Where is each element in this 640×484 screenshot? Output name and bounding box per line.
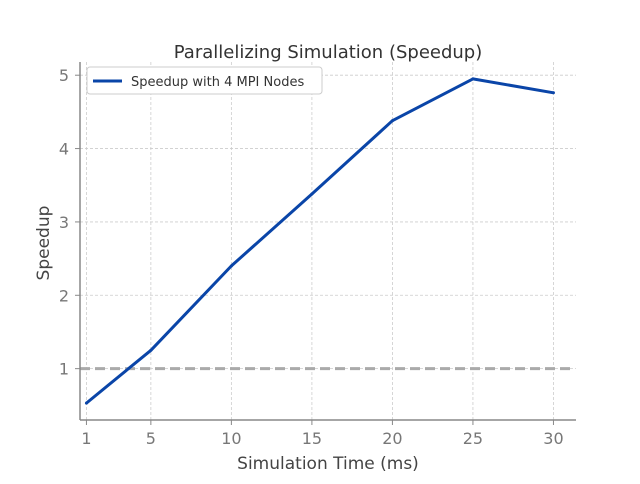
- x-tick-label: 15: [302, 429, 322, 448]
- legend-box: [86, 66, 323, 95]
- x-tick-label: 5: [146, 429, 156, 448]
- data-point: [84, 401, 88, 405]
- y-axis-label: Speedup: [34, 206, 54, 281]
- data-point: [310, 192, 314, 196]
- axes-layer: [79, 62, 576, 421]
- series-layer: [84, 77, 555, 405]
- x-tick-label: 10: [221, 429, 241, 448]
- data-point: [471, 77, 475, 81]
- x-tick-label: 30: [543, 429, 563, 448]
- x-tick-label: 25: [463, 429, 483, 448]
- y-tick-label: 2: [59, 286, 69, 305]
- x-axis-label: Simulation Time (ms): [237, 454, 419, 474]
- y-tick-label: 5: [59, 66, 69, 85]
- chart-title: Parallelizing Simulation (Speedup): [174, 42, 483, 63]
- data-point: [390, 119, 394, 123]
- x-tick-label: 20: [382, 429, 402, 448]
- y-tick-label: 1: [59, 360, 69, 379]
- x-tick-label: 1: [81, 429, 91, 448]
- legend-label: Speedup with 4 MPI Nodes: [131, 75, 304, 90]
- grid-layer: [80, 62, 576, 420]
- data-point: [229, 264, 233, 268]
- data-point: [149, 348, 153, 352]
- data-point: [551, 91, 555, 95]
- legend: Speedup with 4 MPI Nodes: [86, 66, 323, 95]
- y-tick-label: 4: [59, 140, 69, 159]
- series-line: [85, 77, 554, 405]
- y-tick-label: 3: [59, 213, 69, 232]
